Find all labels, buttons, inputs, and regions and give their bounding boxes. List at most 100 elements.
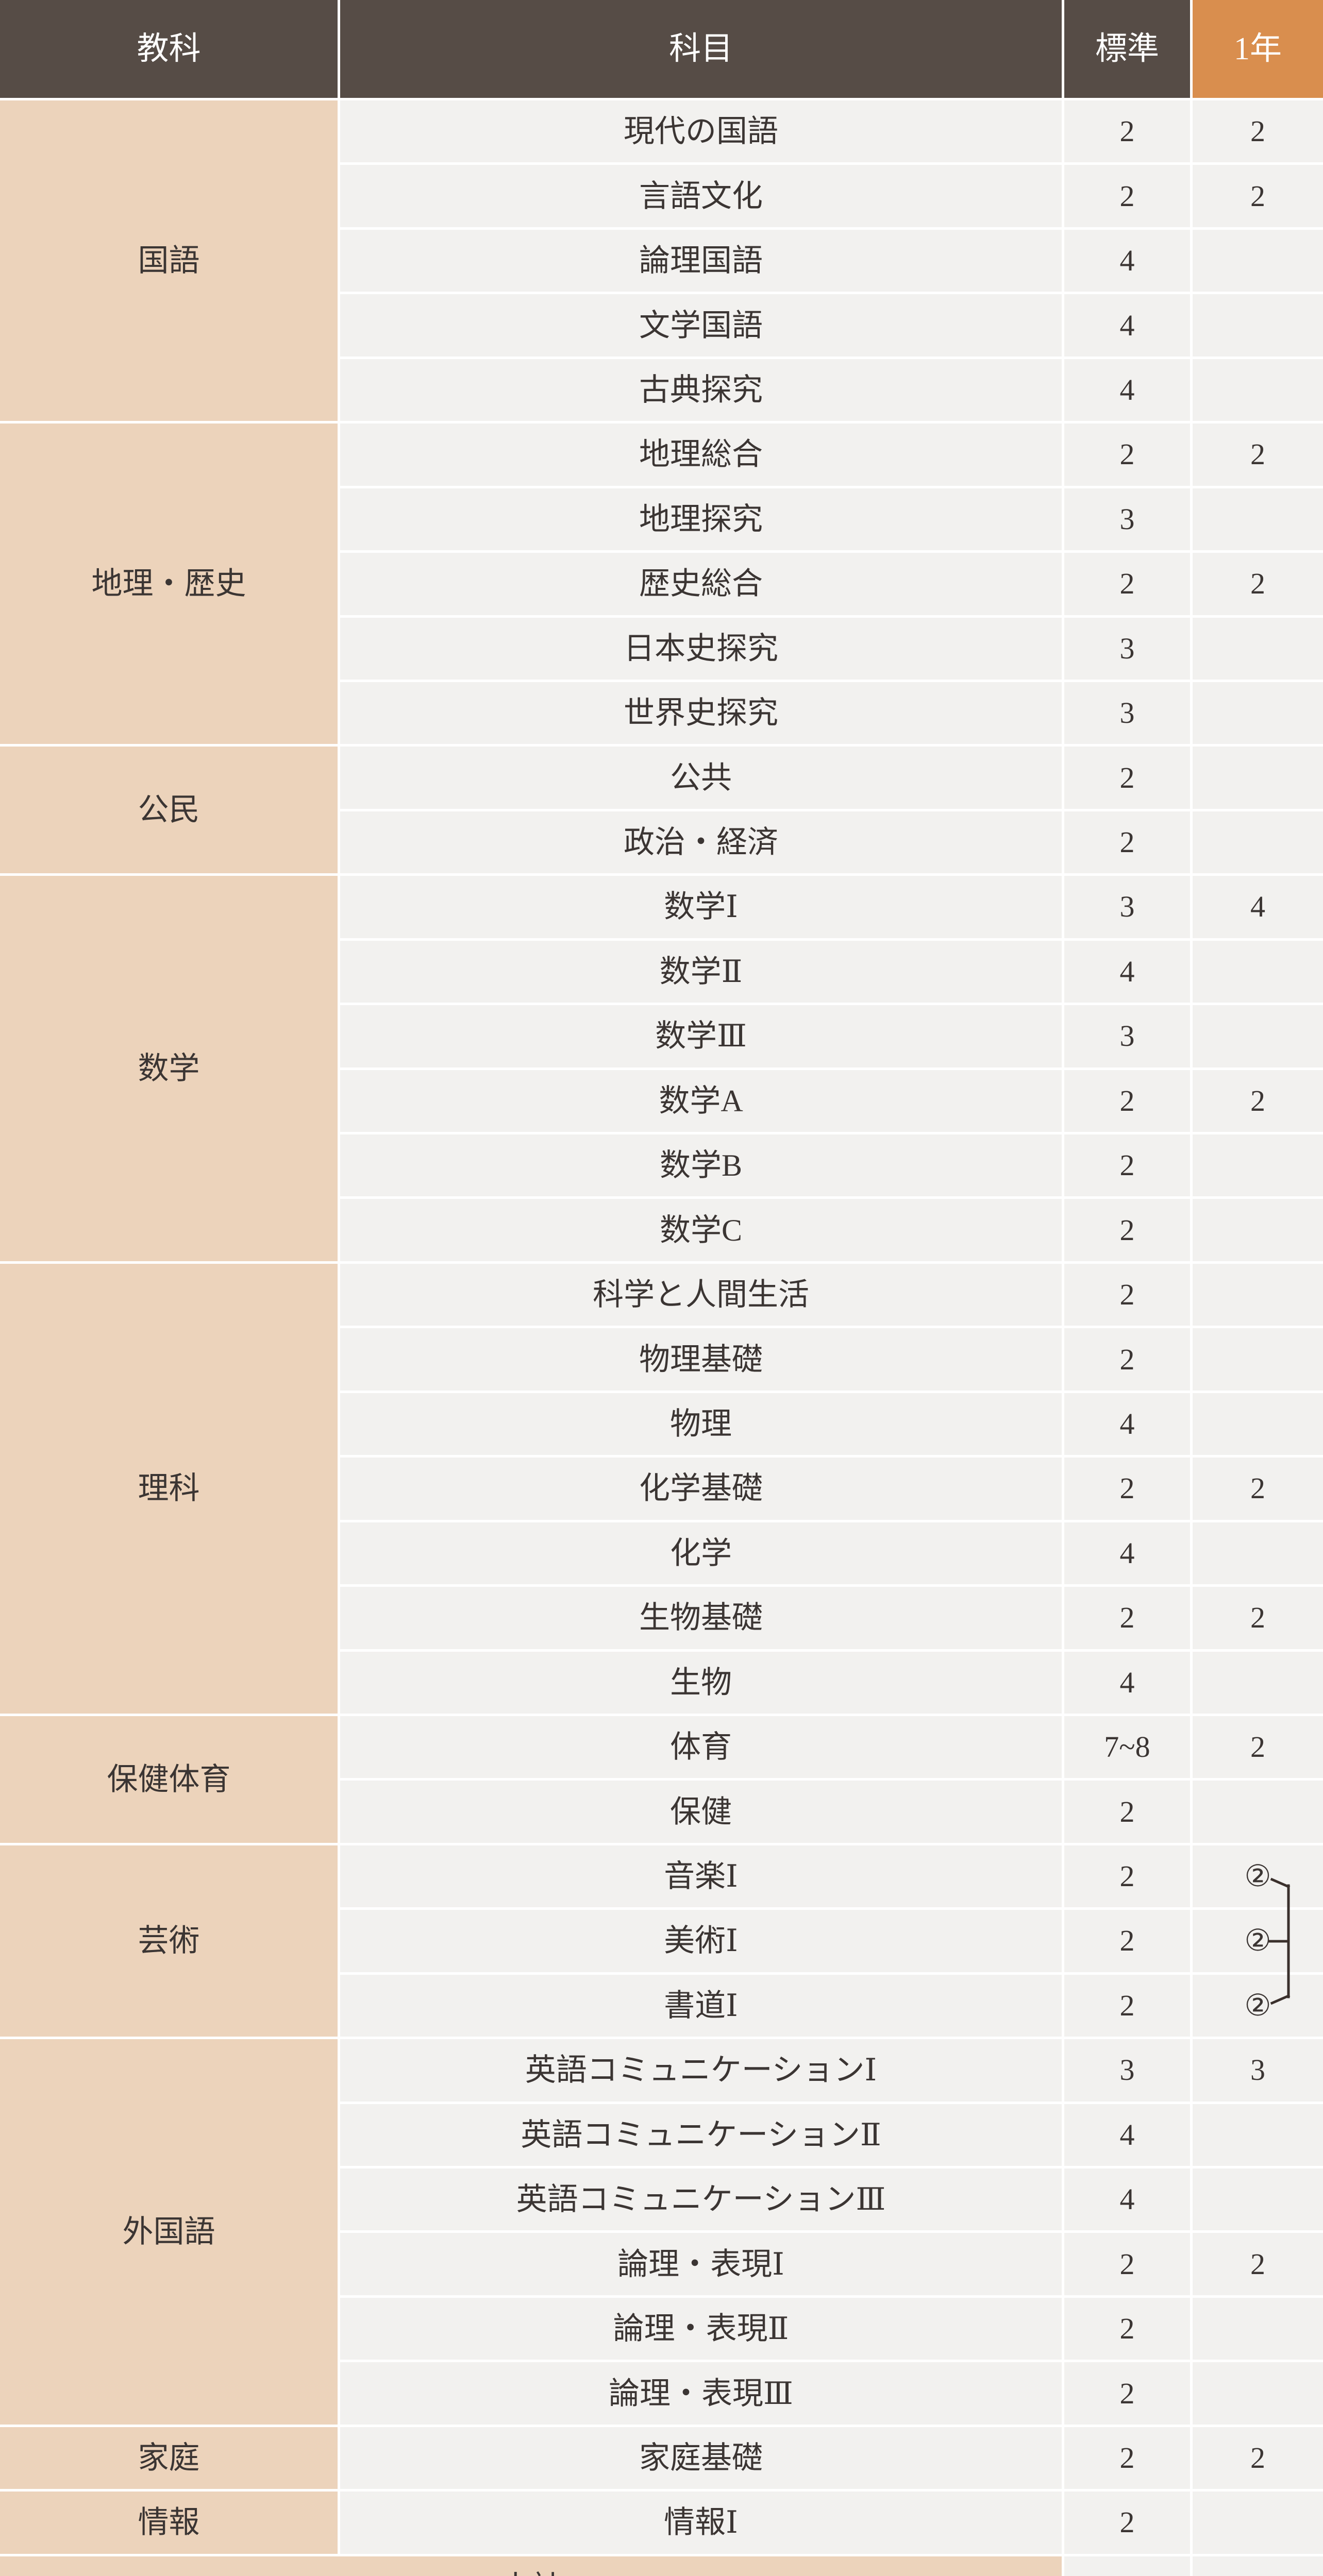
year1-cell: 2 <box>1193 1587 1323 1649</box>
subject-cell: 歴史総合 <box>340 553 1062 615</box>
std-cell: 4 <box>1064 2104 1190 2166</box>
year1-cell <box>1193 747 1323 809</box>
subject-cell: 文学国語 <box>340 294 1062 357</box>
group-joho: 情報 <box>0 2492 338 2554</box>
subject-cell: 数学Ⅰ <box>340 876 1062 938</box>
std-cell: 2 <box>1064 2362 1190 2425</box>
header-kyoka: 教科 <box>0 0 338 98</box>
std-cell: 2 <box>1064 1263 1190 1326</box>
std-cell: 2 <box>1064 1587 1190 1649</box>
std-cell: 2 <box>1064 1199 1190 1261</box>
subject-cell: 世界史探究 <box>340 682 1062 744</box>
std-cell: 2 <box>1064 1070 1190 1132</box>
year1-cell <box>1193 2492 1323 2554</box>
std-cell: 2 <box>1064 2427 1190 2489</box>
header-year1: 1年 <box>1193 0 1323 98</box>
std-cell: 4 <box>1064 229 1190 292</box>
year1-cell <box>1193 1393 1323 1455</box>
year1-cell <box>1193 359 1323 421</box>
subject-cell: 生物 <box>340 1651 1062 1714</box>
year1-cell <box>1193 811 1323 874</box>
std-cell: 2 <box>1064 1458 1190 1520</box>
group-komin: 公民 <box>0 747 338 874</box>
subject-cell: 数学Ⅱ <box>340 940 1062 1003</box>
year1-cell <box>1193 1522 1323 1585</box>
std-cell: 4 <box>1064 359 1190 421</box>
subject-cell: 論理・表現Ⅱ <box>340 2297 1062 2360</box>
year1-cell-circled: ② <box>1193 1910 1323 1972</box>
std-cell: 2 <box>1064 1328 1190 1391</box>
subject-cell: 古典探究 <box>340 359 1062 421</box>
std-cell: 2 <box>1064 2233 1190 2295</box>
std-cell: 4 <box>1064 1651 1190 1714</box>
subject-cell: 現代の国語 <box>340 100 1062 163</box>
subject-cell: 美術Ⅰ <box>340 1910 1062 1972</box>
group-sugaku: 数学 <box>0 876 338 1261</box>
subject-cell: 英語コミュニケーションⅠ <box>340 2039 1062 2102</box>
subject-cell: 地理探究 <box>340 488 1062 551</box>
subject-cell: 物理基礎 <box>340 1328 1062 1391</box>
group-katei: 家庭 <box>0 2427 338 2489</box>
std-cell: 2 <box>1064 747 1190 809</box>
subtotal-year1-cell: 28 <box>1193 2556 1323 2576</box>
subject-cell: 数学Ⅲ <box>340 1005 1062 1067</box>
year1-cell: 3 <box>1193 2039 1323 2102</box>
group-chiri-rekishi: 地理・歴史 <box>0 423 338 744</box>
year1-cell <box>1193 1199 1323 1261</box>
std-cell: 3 <box>1064 488 1190 551</box>
subject-cell: 言語文化 <box>340 165 1062 227</box>
year1-cell <box>1193 2104 1323 2166</box>
std-cell: 2 <box>1064 553 1190 615</box>
year1-cell <box>1193 1263 1323 1326</box>
std-cell: 2 <box>1064 1781 1190 1843</box>
subject-cell: 音楽Ⅰ <box>340 1845 1062 1908</box>
subject-cell: 情報Ⅰ <box>340 2492 1062 2554</box>
subject-cell: 地理総合 <box>340 423 1062 486</box>
subject-cell: 科学と人間生活 <box>340 1263 1062 1326</box>
std-cell: 3 <box>1064 1005 1190 1067</box>
std-cell: 4 <box>1064 1522 1190 1585</box>
std-cell: 4 <box>1064 2168 1190 2231</box>
subtotal-std-cell <box>1064 2556 1190 2576</box>
subject-cell: 論理・表現Ⅰ <box>340 2233 1062 2295</box>
year1-cell: 2 <box>1193 165 1323 227</box>
std-cell: 2 <box>1064 1910 1190 1972</box>
subject-cell: 公共 <box>340 747 1062 809</box>
std-cell: 3 <box>1064 876 1190 938</box>
year1-cell <box>1193 1005 1323 1067</box>
subject-cell: 物理 <box>340 1393 1062 1455</box>
year1-cell-circled: ② <box>1193 1845 1323 1908</box>
year1-cell <box>1193 294 1323 357</box>
year1-cell: 2 <box>1193 1716 1323 1778</box>
std-cell: 2 <box>1064 2492 1190 2554</box>
subject-cell: 論理・表現Ⅲ <box>340 2362 1062 2425</box>
subject-cell: 化学 <box>340 1522 1062 1585</box>
subject-cell: 家庭基礎 <box>340 2427 1062 2489</box>
subtotal-label: 小計 <box>0 2556 1062 2576</box>
std-cell: 4 <box>1064 940 1190 1003</box>
subject-cell: 英語コミュニケーションⅢ <box>340 2168 1062 2231</box>
std-cell: 2 <box>1064 1845 1190 1908</box>
subject-cell: 日本史探究 <box>340 617 1062 680</box>
std-cell: 2 <box>1064 1134 1190 1197</box>
std-cell: 2 <box>1064 811 1190 874</box>
year1-cell <box>1193 617 1323 680</box>
subject-cell: 数学B <box>340 1134 1062 1197</box>
std-cell: 4 <box>1064 294 1190 357</box>
year1-cell <box>1193 940 1323 1003</box>
year1-cell <box>1193 682 1323 744</box>
year1-cell: 2 <box>1193 2233 1323 2295</box>
std-cell: 2 <box>1064 165 1190 227</box>
year1-cell <box>1193 1134 1323 1197</box>
year1-cell: 2 <box>1193 2427 1323 2489</box>
std-cell: 2 <box>1064 1974 1190 2037</box>
subject-cell: 論理国語 <box>340 229 1062 292</box>
group-geijutsu: 芸術 <box>0 1845 338 2037</box>
std-cell: 7~8 <box>1064 1716 1190 1778</box>
subject-cell: 化学基礎 <box>340 1458 1062 1520</box>
subject-cell: 数学C <box>340 1199 1062 1261</box>
year1-cell-circled: ② <box>1193 1974 1323 2037</box>
group-rika: 理科 <box>0 1263 338 1714</box>
subject-cell: 保健 <box>340 1781 1062 1843</box>
